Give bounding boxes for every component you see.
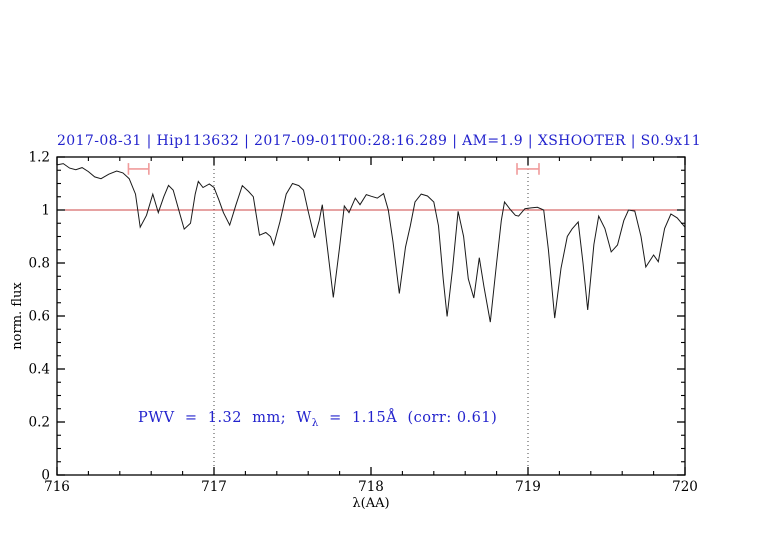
- x-tick-label: 716: [44, 479, 70, 495]
- y-tick-label: 1: [41, 203, 50, 219]
- y-axis-label: norm. flux: [10, 282, 25, 350]
- x-axis-label: λ(AA): [352, 496, 389, 511]
- spectrum-line: [56, 163, 686, 323]
- x-tick-label: 717: [201, 479, 227, 495]
- y-tick-label: 1.2: [29, 150, 50, 166]
- pwv-annotation: PWV = 1.32 mm; Wλ = 1.15Å (corr: 0.61): [138, 410, 497, 429]
- pwv-annotation-subscript: λ: [311, 416, 319, 429]
- y-tick-label: 0: [41, 468, 50, 484]
- plot-generated-layer: 716 717 718 719 720 0 0.2 0.4 0.6 0.8 1 1.2: [29, 150, 698, 496]
- x-tick-label: 719: [515, 479, 541, 495]
- x-tick-label: 720: [672, 479, 698, 495]
- pwv-annotation-text: PWV = 1.32 mm; W: [138, 410, 312, 426]
- plot-title: 2017-08-31 | Hip113632 | 2017-09-01T00:2…: [57, 133, 702, 149]
- pwv-annotation-text2: = 1.15Å (corr: 0.61): [318, 410, 498, 426]
- y-tick-label: 0.2: [29, 415, 50, 431]
- y-tick-label: 0.8: [29, 256, 50, 272]
- x-tick-label: 718: [358, 479, 384, 495]
- y-tick-label: 0.6: [29, 309, 50, 325]
- y-tick-label: 0.4: [29, 362, 50, 378]
